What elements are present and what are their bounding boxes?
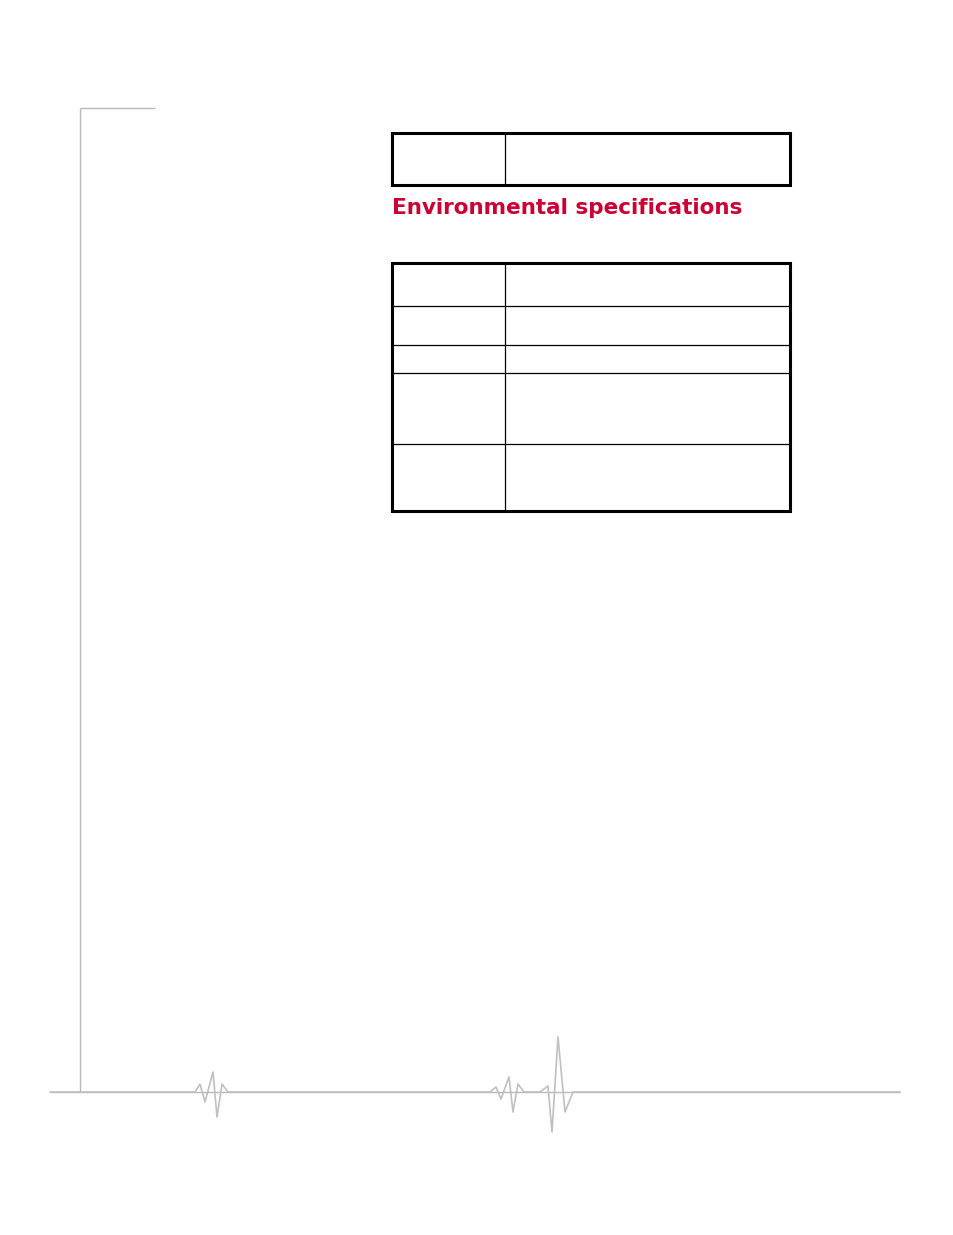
Text: Environmental specifications: Environmental specifications xyxy=(392,198,741,219)
Bar xyxy=(392,133,789,185)
Bar xyxy=(392,263,789,511)
